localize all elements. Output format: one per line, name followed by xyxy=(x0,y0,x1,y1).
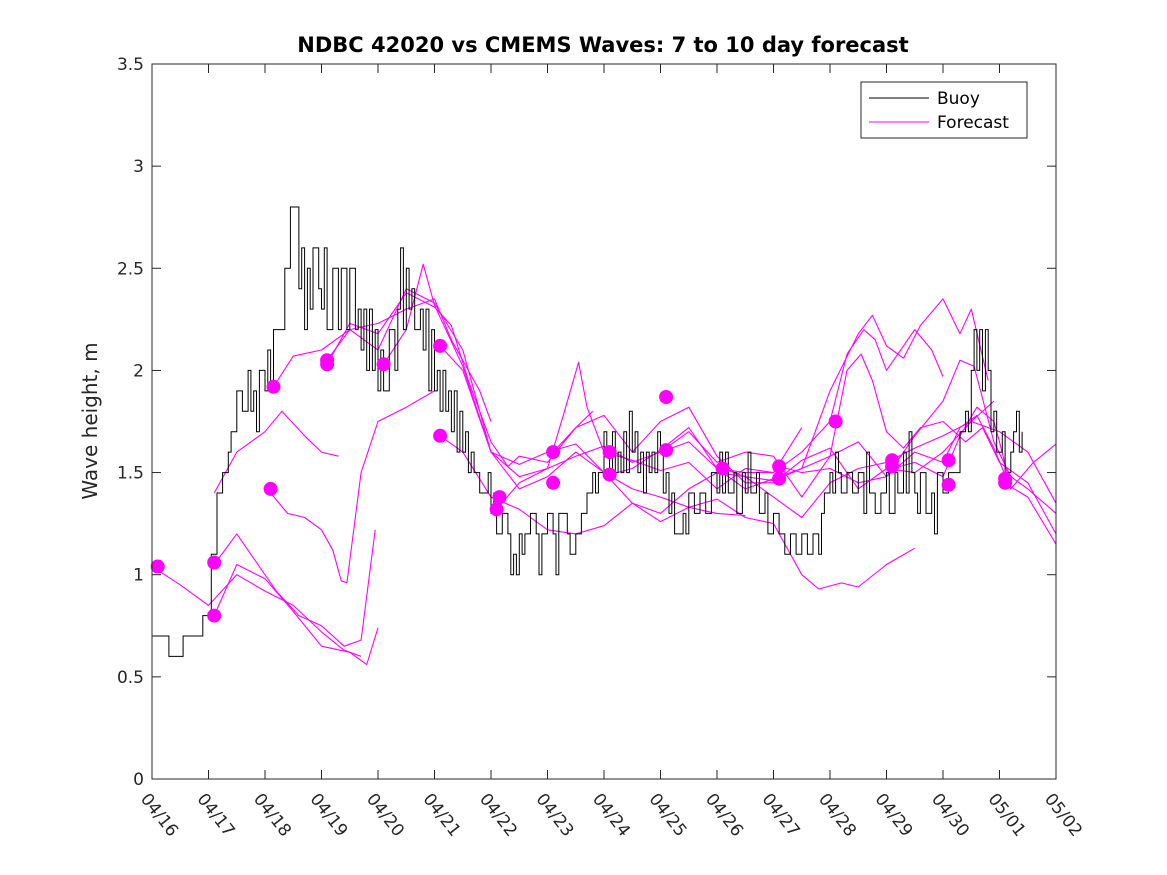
legend-label-buoy: Buoy xyxy=(937,89,980,109)
x-tick-label: 04/19 xyxy=(306,790,352,841)
forecast-marker xyxy=(546,445,561,460)
forecast-line xyxy=(152,566,362,657)
y-tick-label: 0.5 xyxy=(117,668,144,688)
x-tick-label: 04/16 xyxy=(136,790,182,841)
forecast-line xyxy=(270,390,435,584)
x-tick-label: 05/01 xyxy=(984,790,1030,841)
y-axis-label: Wave height, m xyxy=(78,342,102,499)
x-tick-label: 04/29 xyxy=(871,790,917,841)
forecast-marker xyxy=(602,467,617,482)
forecast-marker-group xyxy=(150,338,1013,623)
forecast-marker xyxy=(433,338,448,353)
forecast-line xyxy=(496,359,1056,514)
forecast-marker xyxy=(546,475,561,490)
x-tick-label: 04/30 xyxy=(927,790,973,841)
y-tick-label: 3.5 xyxy=(117,55,144,75)
plot-frame xyxy=(151,63,1057,780)
y-tick-label: 1 xyxy=(133,566,144,586)
legend: Buoy Forecast xyxy=(860,81,1028,139)
forecast-marker xyxy=(489,502,504,517)
forecast-line xyxy=(383,263,803,490)
forecast-line xyxy=(213,563,379,666)
forecast-marker xyxy=(772,459,787,474)
y-tick-label: 2.5 xyxy=(117,259,144,279)
forecast-marker xyxy=(715,461,730,476)
forecast-marker xyxy=(433,428,448,443)
forecast-line xyxy=(213,529,376,647)
legend-box xyxy=(860,81,1028,139)
forecast-marker xyxy=(320,353,335,368)
buoy-line xyxy=(152,206,1023,657)
forecast-line xyxy=(722,353,1056,535)
x-tick-label: 04/21 xyxy=(419,790,465,841)
forecast-marker xyxy=(828,414,843,429)
forecast-marker xyxy=(266,379,281,394)
x-tick-label: 04/18 xyxy=(249,790,295,841)
x-tick-label: 04/23 xyxy=(532,790,578,841)
legend-label-forecast: Forecast xyxy=(937,113,1009,133)
forecast-marker xyxy=(659,390,674,404)
forecast-line xyxy=(609,298,989,490)
forecast-line xyxy=(665,329,944,474)
forecast-marker xyxy=(772,471,787,486)
forecast-marker xyxy=(150,559,165,574)
forecast-marker xyxy=(885,453,900,468)
x-tick-label: 04/24 xyxy=(588,790,634,841)
y-tick-label: 3 xyxy=(133,157,144,177)
x-tick-label: 04/17 xyxy=(193,790,239,841)
forecast-marker xyxy=(263,481,278,496)
y-tick-label: 2 xyxy=(133,361,144,381)
forecast-line xyxy=(213,410,339,494)
x-tick-label: 04/27 xyxy=(758,790,804,841)
buoy-series-group xyxy=(152,206,1023,657)
forecast-marker xyxy=(492,490,507,505)
forecast-marker xyxy=(941,453,956,468)
x-tick-label: 04/22 xyxy=(475,790,521,841)
forecast-marker xyxy=(207,555,222,570)
x-tick-label: 04/25 xyxy=(645,790,691,841)
forecast-line xyxy=(891,406,1056,545)
x-tick-label: 04/26 xyxy=(701,790,747,841)
forecast-marker xyxy=(941,477,956,492)
forecast-marker xyxy=(998,471,1013,486)
x-tick-label: 05/02 xyxy=(1040,790,1086,841)
y-tick-label: 0 xyxy=(133,770,144,790)
forecast-marker xyxy=(207,608,222,623)
forecast-line xyxy=(273,298,492,422)
x-tick-label: 04/20 xyxy=(362,790,408,841)
x-tick-label: 04/28 xyxy=(814,790,860,841)
forecast-marker xyxy=(659,443,674,458)
forecast-marker xyxy=(602,445,617,460)
chart-title: NDBC 42020 vs CMEMS Waves: 7 to 10 day f… xyxy=(297,33,908,57)
y-axis: 0 0.5 1 1.5 2 2.5 3 3.5 xyxy=(117,55,1056,790)
forecast-marker xyxy=(376,357,391,372)
y-tick-label: 1.5 xyxy=(117,464,144,484)
